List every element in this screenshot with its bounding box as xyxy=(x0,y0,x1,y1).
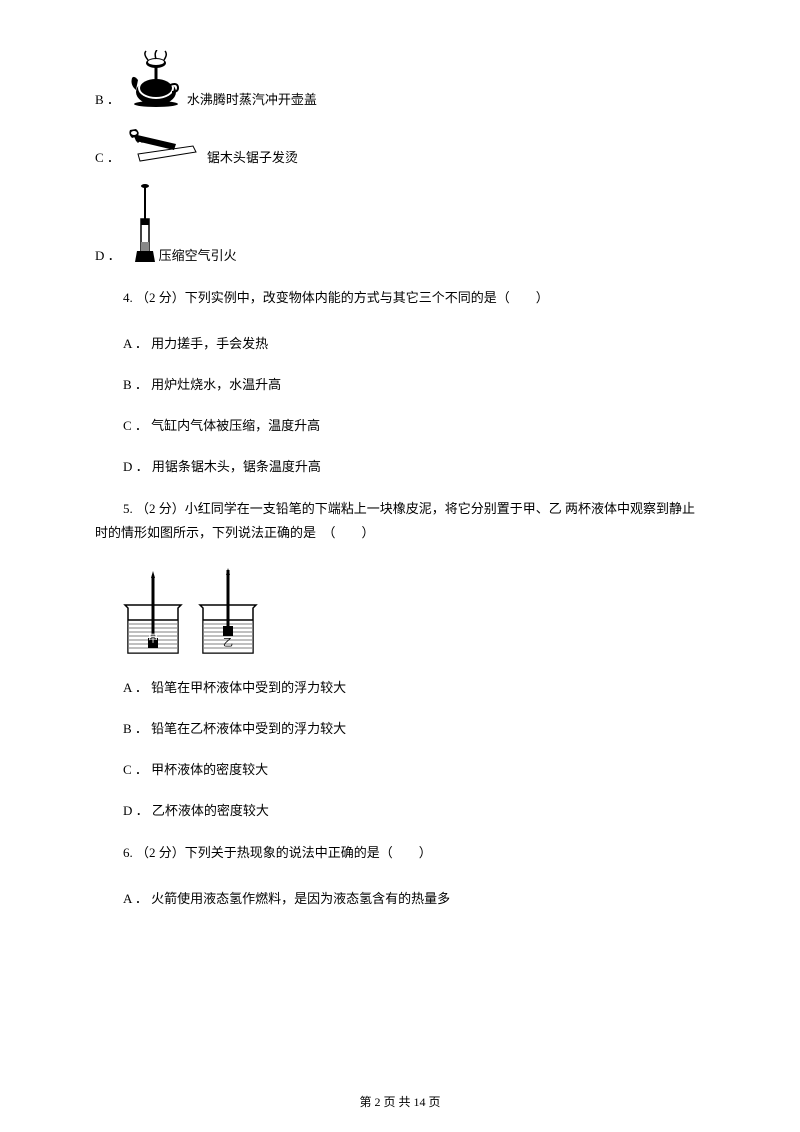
q5-option-d: D ． 乙杯液体的密度较大 xyxy=(95,800,705,819)
q4-stem: 4. （2 分）下列实例中，改变物体内能的方式与其它三个不同的是（ ） xyxy=(95,286,705,311)
q4-option-c: C ． 气缸内气体被压缩，温度升高 xyxy=(95,415,705,434)
compressor-icon xyxy=(135,184,155,264)
q4-option-b: B ． 用炉灶烧水，水温升高 xyxy=(95,374,705,393)
page-footer: 第 2 页 共 14 页 xyxy=(0,1093,800,1110)
beakers-icon: 甲 乙 xyxy=(123,568,273,663)
q4-option-d: D ． 用锯条锯木头，锯条温度升高 xyxy=(95,456,705,475)
q3-option-d: D ． 压缩空气引火 xyxy=(95,184,705,264)
q5-stem: 5. （2 分）小红同学在一支铅笔的下端粘上一块橡皮泥，将它分别置于甲、乙 两杯… xyxy=(95,497,705,546)
option-label: C ． xyxy=(95,147,120,166)
q6-option-a: A ． 火箭使用液态氢作燃料，是因为液态氢含有的热量多 xyxy=(95,888,705,907)
q6-stem: 6. （2 分）下列关于热现象的说法中正确的是（ ） xyxy=(95,841,705,866)
q3-option-b: B ． 水沸腾时蒸汽冲开壶盖 xyxy=(95,50,705,108)
option-text: 水沸腾时蒸汽冲开壶盖 xyxy=(187,89,317,108)
q5-option-a: A ． 铅笔在甲杯液体中受到的浮力较大 xyxy=(95,677,705,696)
option-text: 压缩空气引火 xyxy=(159,245,237,264)
q5-option-c: C ． 甲杯液体的密度较大 xyxy=(95,759,705,778)
option-label: D ． xyxy=(95,245,121,264)
svg-text:甲: 甲 xyxy=(148,634,158,645)
saw-icon xyxy=(128,126,203,166)
option-text: 锯木头锯子发烫 xyxy=(207,147,298,166)
q3-option-c: C ． 锯木头锯子发烫 xyxy=(95,126,705,166)
kettle-icon xyxy=(128,50,183,108)
option-label: B ． xyxy=(95,89,120,108)
q5-option-b: B ． 铅笔在乙杯液体中受到的浮力较大 xyxy=(95,718,705,737)
svg-text:乙: 乙 xyxy=(223,637,233,649)
q4-option-a: A ． 用力搓手，手会发热 xyxy=(95,333,705,352)
